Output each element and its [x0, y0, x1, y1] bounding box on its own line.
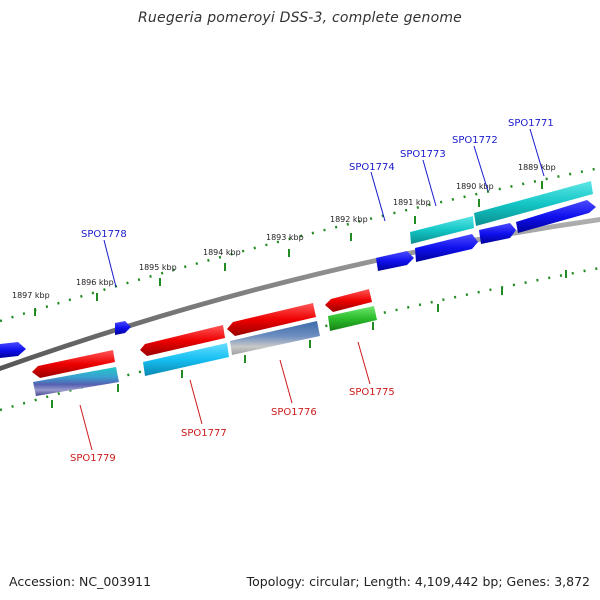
gene-spo1772[interactable]	[479, 223, 516, 244]
feature-spo1773[interactable]	[410, 216, 474, 244]
label-spo1772[interactable]: SPO1772	[452, 135, 498, 146]
leader-spo1771	[529, 128, 545, 177]
gene-spo1777[interactable]	[140, 325, 225, 356]
leader-spo1772	[473, 145, 489, 192]
genome-summary-text: Topology: circular; Length: 4,109,442 bp…	[246, 574, 590, 589]
gene-spo1778[interactable]	[115, 321, 131, 335]
ruler-label-1897: 1897 kbp	[12, 291, 50, 300]
label-spo1778[interactable]: SPO1778	[81, 229, 127, 240]
reverse-gene-labels: SPO1779 SPO1777 SPO1776 SPO1775	[70, 387, 395, 464]
gene-spo1779[interactable]	[32, 350, 115, 378]
forward-gene-labels: SPO1778 SPO1774 SPO1773 SPO1772 SPO1771	[81, 118, 554, 240]
ruler-label-1892: 1892 kbp	[330, 215, 368, 224]
ruler-label-1893: 1893 kbp	[266, 233, 304, 242]
ruler-label-1889: 1889 kbp	[518, 163, 556, 172]
inner-ruler-ticks	[51, 270, 567, 408]
feature-spo1779[interactable]	[33, 367, 119, 396]
feature-spo1771[interactable]	[474, 181, 593, 226]
accession-text: Accession: NC_003911	[9, 574, 152, 589]
feature-spo1777[interactable]	[143, 343, 229, 376]
label-spo1771[interactable]: SPO1771	[508, 118, 554, 129]
map-title: Ruegeria pomeroyi DSS-3, complete genome	[138, 10, 462, 26]
label-spo1775[interactable]: SPO1775	[349, 387, 395, 398]
ruler-labels: 1897 kbp 1896 kbp 1895 kbp 1894 kbp 1893…	[12, 163, 556, 300]
forward-strand-genes	[0, 181, 596, 358]
gene-spo1771[interactable]	[516, 200, 596, 233]
label-spo1779[interactable]: SPO1779	[70, 453, 116, 464]
leader-spo1775	[357, 341, 371, 385]
ruler-label-1896: 1896 kbp	[76, 278, 114, 287]
leader-spo1777	[189, 379, 203, 425]
ruler-label-1891: 1891 kbp	[393, 198, 431, 207]
reverse-leaders	[79, 341, 371, 451]
ruler-label-1895: 1895 kbp	[139, 263, 177, 272]
feature-spo1776[interactable]	[230, 321, 320, 355]
forward-leaders	[103, 128, 545, 288]
leader-spo1774	[370, 171, 386, 222]
ruler-label-1890: 1890 kbp	[456, 182, 494, 191]
label-spo1774[interactable]: SPO1774	[349, 162, 395, 173]
label-spo1777[interactable]: SPO1777	[181, 428, 227, 439]
gene-spo1775[interactable]	[325, 289, 372, 312]
ruler-label-1894: 1894 kbp	[203, 248, 241, 257]
outer-ruler-ticks	[34, 181, 543, 316]
gene-forward-partial[interactable]	[0, 342, 26, 358]
gene-spo1776[interactable]	[227, 303, 316, 336]
label-spo1776[interactable]: SPO1776	[271, 407, 317, 418]
leader-spo1778	[103, 239, 117, 288]
leader-spo1776	[279, 359, 293, 404]
outer-ruler-arc	[0, 166, 600, 323]
label-spo1773[interactable]: SPO1773	[400, 149, 446, 160]
gene-spo1774[interactable]	[376, 251, 414, 271]
leader-spo1779	[79, 404, 93, 451]
feature-spo1775[interactable]	[328, 306, 377, 331]
reverse-strand-genes	[32, 289, 377, 396]
gene-spo1773[interactable]	[415, 234, 478, 262]
leader-spo1773	[422, 159, 437, 207]
